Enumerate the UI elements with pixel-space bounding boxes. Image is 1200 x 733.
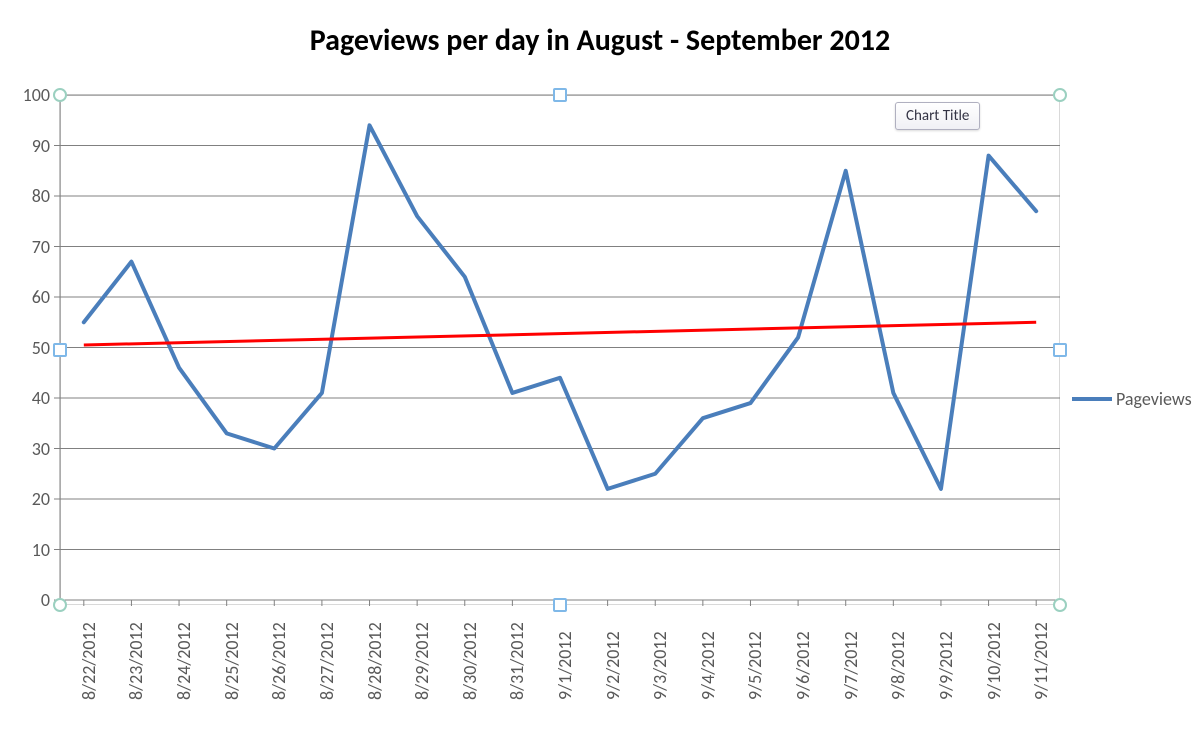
selection-handle-top-mid[interactable] [553,88,567,102]
y-tick-label: 70 [10,236,50,258]
x-tick-label: 8/31/2012 [506,622,528,700]
selection-handle-top-left[interactable] [53,88,67,102]
legend-swatch [1072,397,1112,401]
y-tick-label: 90 [10,135,50,157]
selection-handle-bottom-mid[interactable] [553,598,567,612]
x-tick-label: 9/1/2012 [554,631,576,700]
x-tick-label: 9/11/2012 [1030,622,1052,700]
x-tick-label: 8/22/2012 [78,622,100,700]
x-tick-label: 9/3/2012 [649,631,671,700]
selection-handle-right-mid[interactable] [1053,343,1067,357]
y-tick-label: 50 [10,337,50,359]
y-tick-label: 60 [10,286,50,308]
y-tick-label: 0 [10,589,50,611]
x-tick-label: 8/27/2012 [316,622,338,700]
y-tick-label: 20 [10,488,50,510]
x-tick-label: 8/29/2012 [411,622,433,700]
x-tick-label: 9/7/2012 [840,631,862,700]
x-tick-label: 8/25/2012 [221,622,243,700]
legend-label: Pageviews [1116,388,1192,410]
x-tick-label: 8/26/2012 [268,622,290,700]
y-tick-label: 10 [10,539,50,561]
x-tick-label: 9/8/2012 [887,631,909,700]
legend: Pageviews [1072,388,1192,410]
x-tick-label: 9/9/2012 [935,631,957,700]
x-tick-label: 9/10/2012 [983,622,1005,700]
selection-handle-bottom-left[interactable] [53,598,67,612]
chart-title-button[interactable]: Chart Title [895,102,980,130]
x-tick-label: 9/4/2012 [697,631,719,700]
x-tick-label: 9/6/2012 [792,631,814,700]
y-tick-label: 40 [10,387,50,409]
y-tick-label: 80 [10,185,50,207]
y-tick-label: 30 [10,438,50,460]
x-tick-label: 8/24/2012 [173,622,195,700]
x-tick-label: 9/2/2012 [602,631,624,700]
y-tick-label: 100 [10,84,50,106]
selection-handle-bottom-right[interactable] [1053,598,1067,612]
selection-handle-top-right[interactable] [1053,88,1067,102]
x-tick-label: 8/28/2012 [364,622,386,700]
x-tick-label: 8/23/2012 [125,622,147,700]
x-tick-label: 8/30/2012 [459,622,481,700]
x-tick-label: 9/5/2012 [744,631,766,700]
selection-handle-left-mid[interactable] [53,343,67,357]
chart-container: Pageviews per day in August - September … [0,0,1200,733]
